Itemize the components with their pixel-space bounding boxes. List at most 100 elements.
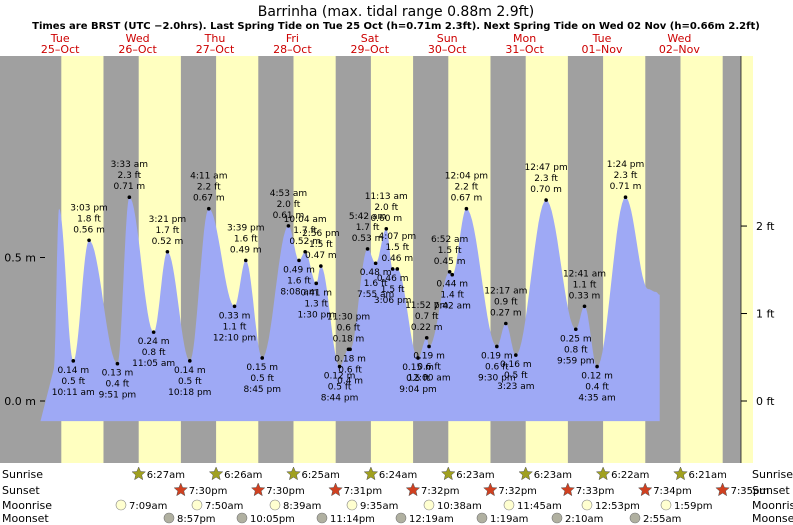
tide-label: 10:04 am xyxy=(284,215,327,225)
right-tick-label: 0 ft xyxy=(756,395,775,408)
tide-label: 3:06 pm xyxy=(374,296,412,306)
day-name: Mon xyxy=(513,32,536,45)
moonrise-icon xyxy=(423,499,435,511)
astro-row-label-right: Sunrise xyxy=(752,468,793,481)
tide-label: 1.1 ft xyxy=(223,322,247,332)
moonset-icon xyxy=(551,512,563,524)
tide-label: 0.44 m xyxy=(436,280,468,290)
tide-label: 0.22 m xyxy=(411,323,443,333)
tide-label: 0.61 m xyxy=(273,211,305,221)
tide-label: 9:30 pm xyxy=(478,373,516,383)
astro-row-label-left: Moonset xyxy=(2,512,49,525)
day-date: 31–Oct xyxy=(505,43,544,56)
tide-label: 11:52 pm xyxy=(405,301,448,311)
tide-label: 0.67 m xyxy=(451,194,483,204)
daylight-band xyxy=(680,56,723,463)
tide-label: 0.15 m xyxy=(246,363,278,373)
tide-label: 8:45 pm xyxy=(243,385,281,395)
sunrise-icon xyxy=(595,466,611,481)
tide-label: 0.14 m xyxy=(174,366,206,376)
moonrise-time: 11:45am xyxy=(517,501,562,512)
tide-point xyxy=(206,206,211,211)
tide-label: 0.15 m xyxy=(402,363,434,373)
tide-label: 2.3 ft xyxy=(534,174,558,184)
moonrise-icon xyxy=(191,499,203,511)
moonset-time: 12:19am xyxy=(409,514,454,525)
tide-label: 0.46 m xyxy=(377,274,409,284)
tide-point xyxy=(319,264,323,268)
astro-row-label-left: Sunrise xyxy=(2,468,43,481)
sunrise-time: 6:25am xyxy=(302,470,340,481)
tide-label: 4:11 am xyxy=(190,172,227,182)
tide-label: 0.19 m xyxy=(413,351,445,361)
tide-point xyxy=(573,327,578,332)
tide-label: 0.12 m xyxy=(581,372,613,382)
tide-point xyxy=(115,361,120,366)
tide-point xyxy=(188,359,192,363)
tide-label: 0.24 m xyxy=(138,337,170,347)
tide-label: 4:53 am xyxy=(270,189,307,199)
tide-label: 5:42 am xyxy=(349,212,386,222)
tide-label: 0.49 m xyxy=(283,265,315,275)
tide-label: 8:44 pm xyxy=(321,394,359,404)
moonset-icon xyxy=(629,512,641,524)
tide-label: 3:23 am xyxy=(497,382,534,392)
tide-label: 1.5 ft xyxy=(385,243,409,253)
sunrise-time: 6:23am xyxy=(534,470,572,481)
day-date: 30–Oct xyxy=(428,43,467,56)
moonrise-icon xyxy=(269,499,281,511)
tide-point xyxy=(544,198,548,202)
tide-label: 1.6 ft xyxy=(287,276,311,286)
sunset-time: 7:35pm xyxy=(731,486,770,497)
day-name: Thu xyxy=(204,32,226,45)
tide-label: 0.8 ft xyxy=(142,348,166,358)
tide-label: 4:07 pm xyxy=(379,232,417,242)
chart-title: Barrinha (max. tidal range 0.88m 2.9ft) xyxy=(258,4,534,20)
tide-point xyxy=(260,356,265,360)
tide-label: 0.6 ft xyxy=(338,365,362,375)
astro-row-label-left: Moonrise xyxy=(2,499,52,512)
sunrise-icon xyxy=(518,466,534,481)
tide-point xyxy=(450,272,455,277)
tide-label: 8:08 am xyxy=(280,287,317,297)
sunset-icon xyxy=(328,482,343,497)
tide-label: 0.16 m xyxy=(500,360,532,370)
tide-label: 0.5 ft xyxy=(178,377,202,387)
tide-point xyxy=(447,270,452,274)
tide-label: 0.12 m xyxy=(324,372,356,382)
tide-label: 2.2 ft xyxy=(197,183,221,193)
tide-point xyxy=(427,344,431,349)
sunrise-time: 6:26am xyxy=(224,470,262,481)
left-tick-label: 0.0 m xyxy=(4,395,36,408)
tide-label: 1.8 ft xyxy=(77,214,101,224)
astro-row-label-left: Sunset xyxy=(2,484,40,497)
tide-label: 9:59 pm xyxy=(557,356,595,366)
tide-label: 0.48 m xyxy=(360,268,392,278)
tide-label: 3:03 pm xyxy=(70,203,108,213)
sunset-icon xyxy=(637,482,653,497)
tide-label: 1.1 ft xyxy=(573,280,597,290)
tide-label: 0.56 m xyxy=(73,225,105,235)
tide-point xyxy=(286,224,291,228)
tide-label: 12:17 am xyxy=(484,287,527,297)
sunset-time: 7:30pm xyxy=(266,486,305,497)
tide-label: 12:47 pm xyxy=(524,163,567,173)
sunset-icon xyxy=(560,482,576,497)
tide-label: 1.5 ft xyxy=(438,246,462,256)
sunrise-time: 6:23am xyxy=(456,470,494,481)
tide-label: 0.7 ft xyxy=(415,312,439,322)
moonrise-time: 7:50am xyxy=(205,501,243,512)
day-name: Wed xyxy=(667,32,691,45)
moonset-icon xyxy=(316,512,328,524)
tide-label: 10:11 am xyxy=(52,388,95,398)
tide-label: 1.7 ft xyxy=(156,226,180,236)
tide-label: 0.18 m xyxy=(334,354,366,364)
tide-point xyxy=(373,261,378,266)
tide-point xyxy=(165,249,170,254)
moonset-time: 2:55am xyxy=(643,514,681,525)
day-name: Sun xyxy=(437,32,458,45)
tide-label: 0.33 m xyxy=(569,291,601,301)
tide-label: 0.25 m xyxy=(560,334,592,344)
right-tick-label: 2 ft xyxy=(756,220,775,233)
